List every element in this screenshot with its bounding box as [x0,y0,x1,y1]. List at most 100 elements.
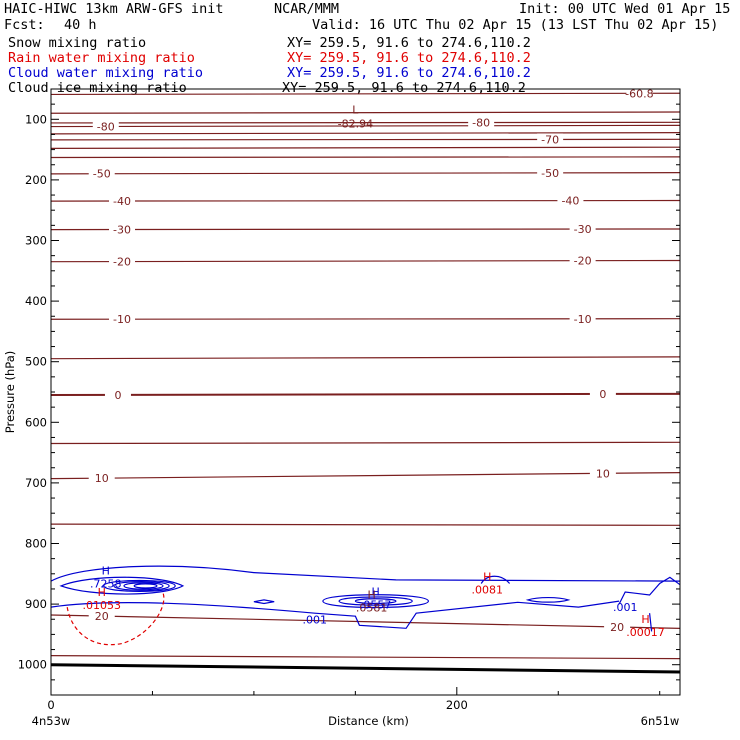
x-tick-label: 0 [47,698,54,712]
contour-label-bg [569,254,596,267]
temperature-contour [50,614,681,629]
terrain-line [50,663,681,674]
contour-label-bg [109,195,136,208]
temperature-contour [50,156,681,159]
minimum-marker: L [352,103,359,116]
rain-water-contours [66,591,165,646]
organization-label: NCAR/MMM [274,1,340,17]
temperature-contour [50,392,681,397]
left-endpoint-label: 4n53w [32,714,71,728]
init-time: Init: 00 UTC Wed 01 Apr 15 [519,1,731,17]
cloud-water-inner-contour [525,596,571,603]
contour-label-bg [104,388,131,401]
y-tick-label: 1000 [18,658,47,672]
contour-label-bg [537,166,564,179]
temperature-contour [50,523,681,526]
y-tick-label: 200 [25,173,47,187]
temperature-contour-label: 20 [610,621,624,634]
contour-label-bg [109,255,136,268]
contour-label-bg [109,313,136,326]
contour-label-bg [557,194,584,207]
forecast-hour: 40 h [64,17,97,33]
maximum-value: .0557 [360,598,392,611]
field-name-rain: Rain water mixing ratio [8,50,195,66]
cloud-water-inner-contour [354,598,397,604]
y-tick-label: 100 [25,112,47,126]
forecast-label: Fcst: [4,17,45,33]
field-name-cloud-ice: Cloud ice mixing ratio [8,80,187,96]
temperature-contour [50,471,681,480]
cloud-water-inner-contour [480,575,511,584]
temperature-contour-label: -80 [472,117,490,130]
temperature-contour [50,124,681,128]
temperature-contour-label: -40 [113,195,131,208]
temperature-contour-label: -10 [574,313,592,326]
contour-label-bg [569,223,596,236]
cloud-water-inner-contour [103,579,176,592]
maximum-marker: H [102,565,110,578]
contour-labels: -60.8 -80 -80 -70 -50 -50 -40 -40 -30 -30 -20 -20 -1… [82,87,665,639]
maximum-value: .00017 [626,626,665,639]
contour-label-bg [468,116,495,129]
cloud-water-outer-contour [50,565,681,582]
temperature-contour-label: -60.8 [625,87,653,100]
y-tick-label: 900 [25,597,47,611]
maximum-value: .01053 [82,599,121,612]
temperature-contour [50,111,681,114]
cloud-water-lower-contour [50,600,620,629]
cloud-water-inner-contour [123,582,164,590]
temperature-contour [50,121,681,124]
temperature-contour-label: -80 [97,120,115,133]
contour-label-bg [537,133,564,146]
temperature-contour-label: -30 [574,223,592,236]
temperature-contours [50,92,681,660]
field-name-cloud-water: Cloud water mixing ratio [8,65,204,81]
field-xy-cloud-water: XY= 259.5, 91.6 to 274.6,110.2 [287,65,531,81]
temperature-contour-label: -50 [541,167,559,180]
contour-label-bg [92,120,119,133]
temperature-contour-label: -30 [113,224,131,237]
y-tick-label: 700 [25,476,47,490]
contour-label-bg [88,167,115,180]
field-xy-snow: XY= 259.5, 91.6 to 274.6,110.2 [287,35,531,51]
right-endpoint-label: 6n51w [641,714,680,728]
maximum-value: .7258 [90,578,122,591]
cloud-water-inner-contour [133,583,158,589]
y-tick-label: 400 [25,294,47,308]
distance-axis: 0 200 [47,687,661,712]
temperature-contour [50,199,681,202]
contour-label-bg [569,312,596,325]
x-axis-title: Distance (km) [328,714,409,728]
temperature-contour-label: -20 [574,255,592,268]
contour-label-bg [604,621,631,634]
field-xy-cloud-ice: XY= 259.5, 91.6 to 274.6,110.2 [282,80,526,96]
field-xy-rain: XY= 259.5, 91.6 to 274.6,110.2 [287,50,531,66]
cloud-water-inner-contour [322,594,430,609]
temperature-contour-label: 10 [95,472,109,485]
cloud-water-inner-contour [113,581,170,591]
maximum-value: .0081 [471,584,503,597]
y-axis-title: Pressure (hPa) [3,351,17,434]
terrain-surface [50,663,681,674]
cloud-water-contour-label: .001 [303,613,328,626]
maximum-marker: H [367,588,375,601]
cloud-water-contour-label: .001 [613,601,638,614]
field-name-snow: Snow mixing ratio [8,35,147,51]
cloud-water-contours [50,565,681,632]
contour-label-bg [88,610,115,623]
contour-label-bg [109,223,136,236]
temperature-contour-label: -20 [113,256,131,269]
temperature-contour-label: -40 [561,195,579,208]
temperature-contour-label: 0 [114,389,121,402]
cloud-water-inner-contour [618,576,681,605]
cloud-water-inner-contour [338,596,413,606]
contour-label-bg [88,472,115,485]
cloud-water-inner-contour [253,599,275,605]
temperature-contour [50,138,681,141]
contour-label-bg [589,467,616,480]
temperature-contour [50,92,681,96]
temperature-contour-label: -70 [541,133,559,146]
temperature-contour [50,146,681,149]
